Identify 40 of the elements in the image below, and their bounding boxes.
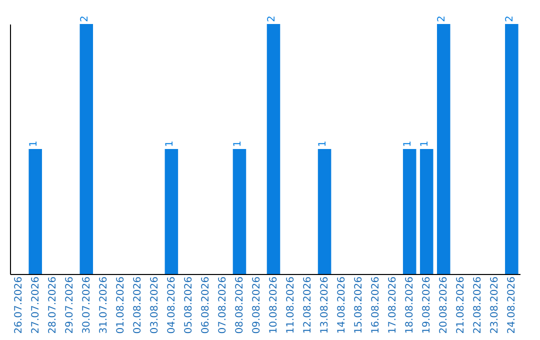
x-tick-label: 26.07.2026: [13, 276, 24, 334]
x-tick-label: 24.08.2026: [506, 276, 518, 334]
x-tick-label: 30.07.2026: [81, 276, 92, 334]
x-tick-label: 27.07.2026: [30, 276, 42, 334]
x-tick-label: 02.08.2026: [132, 276, 144, 334]
x-tick-label: 23.08.2026: [490, 276, 501, 334]
x-tick-label: 22.08.2026: [472, 276, 484, 334]
data-label: 1: [28, 140, 40, 147]
x-tick-label: 13.08.2026: [320, 276, 331, 334]
x-tick-label: 15.08.2026: [354, 276, 365, 334]
x-tick-label: 08.08.2026: [234, 276, 246, 334]
x-tick-label: 01.08.2026: [115, 276, 126, 334]
x-tick-label: 31.07.2026: [98, 276, 110, 334]
data-label: 1: [318, 140, 329, 147]
x-tick-label: 14.08.2026: [336, 276, 348, 334]
x-tick-label: 11.08.2026: [286, 276, 297, 334]
data-label: 1: [420, 140, 431, 147]
x-tick-label: 10.08.2026: [268, 276, 280, 334]
x-tick-label: 19.08.2026: [422, 276, 433, 334]
data-label: 2: [266, 16, 278, 22]
x-tick-label: 12.08.2026: [302, 276, 314, 334]
x-tick-label: 16.08.2026: [370, 276, 382, 334]
x-tick-label: 05.08.2026: [183, 276, 194, 334]
data-label: 2: [436, 16, 448, 22]
x-tick-label: 06.08.2026: [200, 276, 212, 334]
data-label: 1: [164, 140, 176, 147]
x-tick-label: 03.08.2026: [149, 276, 160, 334]
x-tick-label: 09.08.2026: [251, 276, 262, 334]
x-tick-label: 04.08.2026: [166, 276, 178, 334]
x-tick-label: 17.08.2026: [388, 276, 399, 334]
x-tick-label: 07.08.2026: [217, 276, 228, 334]
x-tick-label: 21.08.2026: [456, 276, 467, 334]
data-label: 1: [402, 140, 414, 147]
x-tick-label: 28.07.2026: [47, 276, 58, 334]
data-label: 2: [79, 16, 90, 22]
data-label: 2: [504, 16, 516, 22]
x-tick-label: 20.08.2026: [438, 276, 450, 334]
data-label: 1: [232, 140, 244, 147]
x-tick-label: 18.08.2026: [404, 276, 416, 334]
x-tick-label: 29.07.2026: [64, 276, 76, 334]
